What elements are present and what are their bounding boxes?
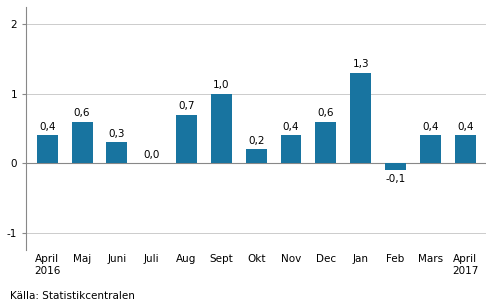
Text: 0,6: 0,6: [74, 108, 90, 118]
Bar: [316, 122, 336, 163]
Text: 0,7: 0,7: [178, 101, 195, 111]
Bar: [455, 135, 476, 163]
Text: 0,6: 0,6: [317, 108, 334, 118]
Bar: [71, 122, 93, 163]
Bar: [281, 135, 302, 163]
Bar: [106, 142, 127, 163]
Bar: [350, 73, 371, 163]
Text: 0,0: 0,0: [143, 150, 160, 160]
Text: 0,4: 0,4: [422, 122, 439, 132]
Text: 0,4: 0,4: [283, 122, 299, 132]
Text: 1,3: 1,3: [352, 60, 369, 69]
Text: 0,2: 0,2: [248, 136, 264, 146]
Bar: [385, 163, 406, 170]
Text: -0,1: -0,1: [386, 174, 406, 184]
Bar: [211, 94, 232, 163]
Text: 0,4: 0,4: [457, 122, 473, 132]
Text: 1,0: 1,0: [213, 80, 230, 90]
Bar: [37, 135, 58, 163]
Text: 0,3: 0,3: [108, 129, 125, 139]
Bar: [246, 149, 267, 163]
Bar: [420, 135, 441, 163]
Bar: [176, 115, 197, 163]
Text: Källa: Statistikcentralen: Källa: Statistikcentralen: [10, 291, 135, 301]
Text: 0,4: 0,4: [39, 122, 56, 132]
